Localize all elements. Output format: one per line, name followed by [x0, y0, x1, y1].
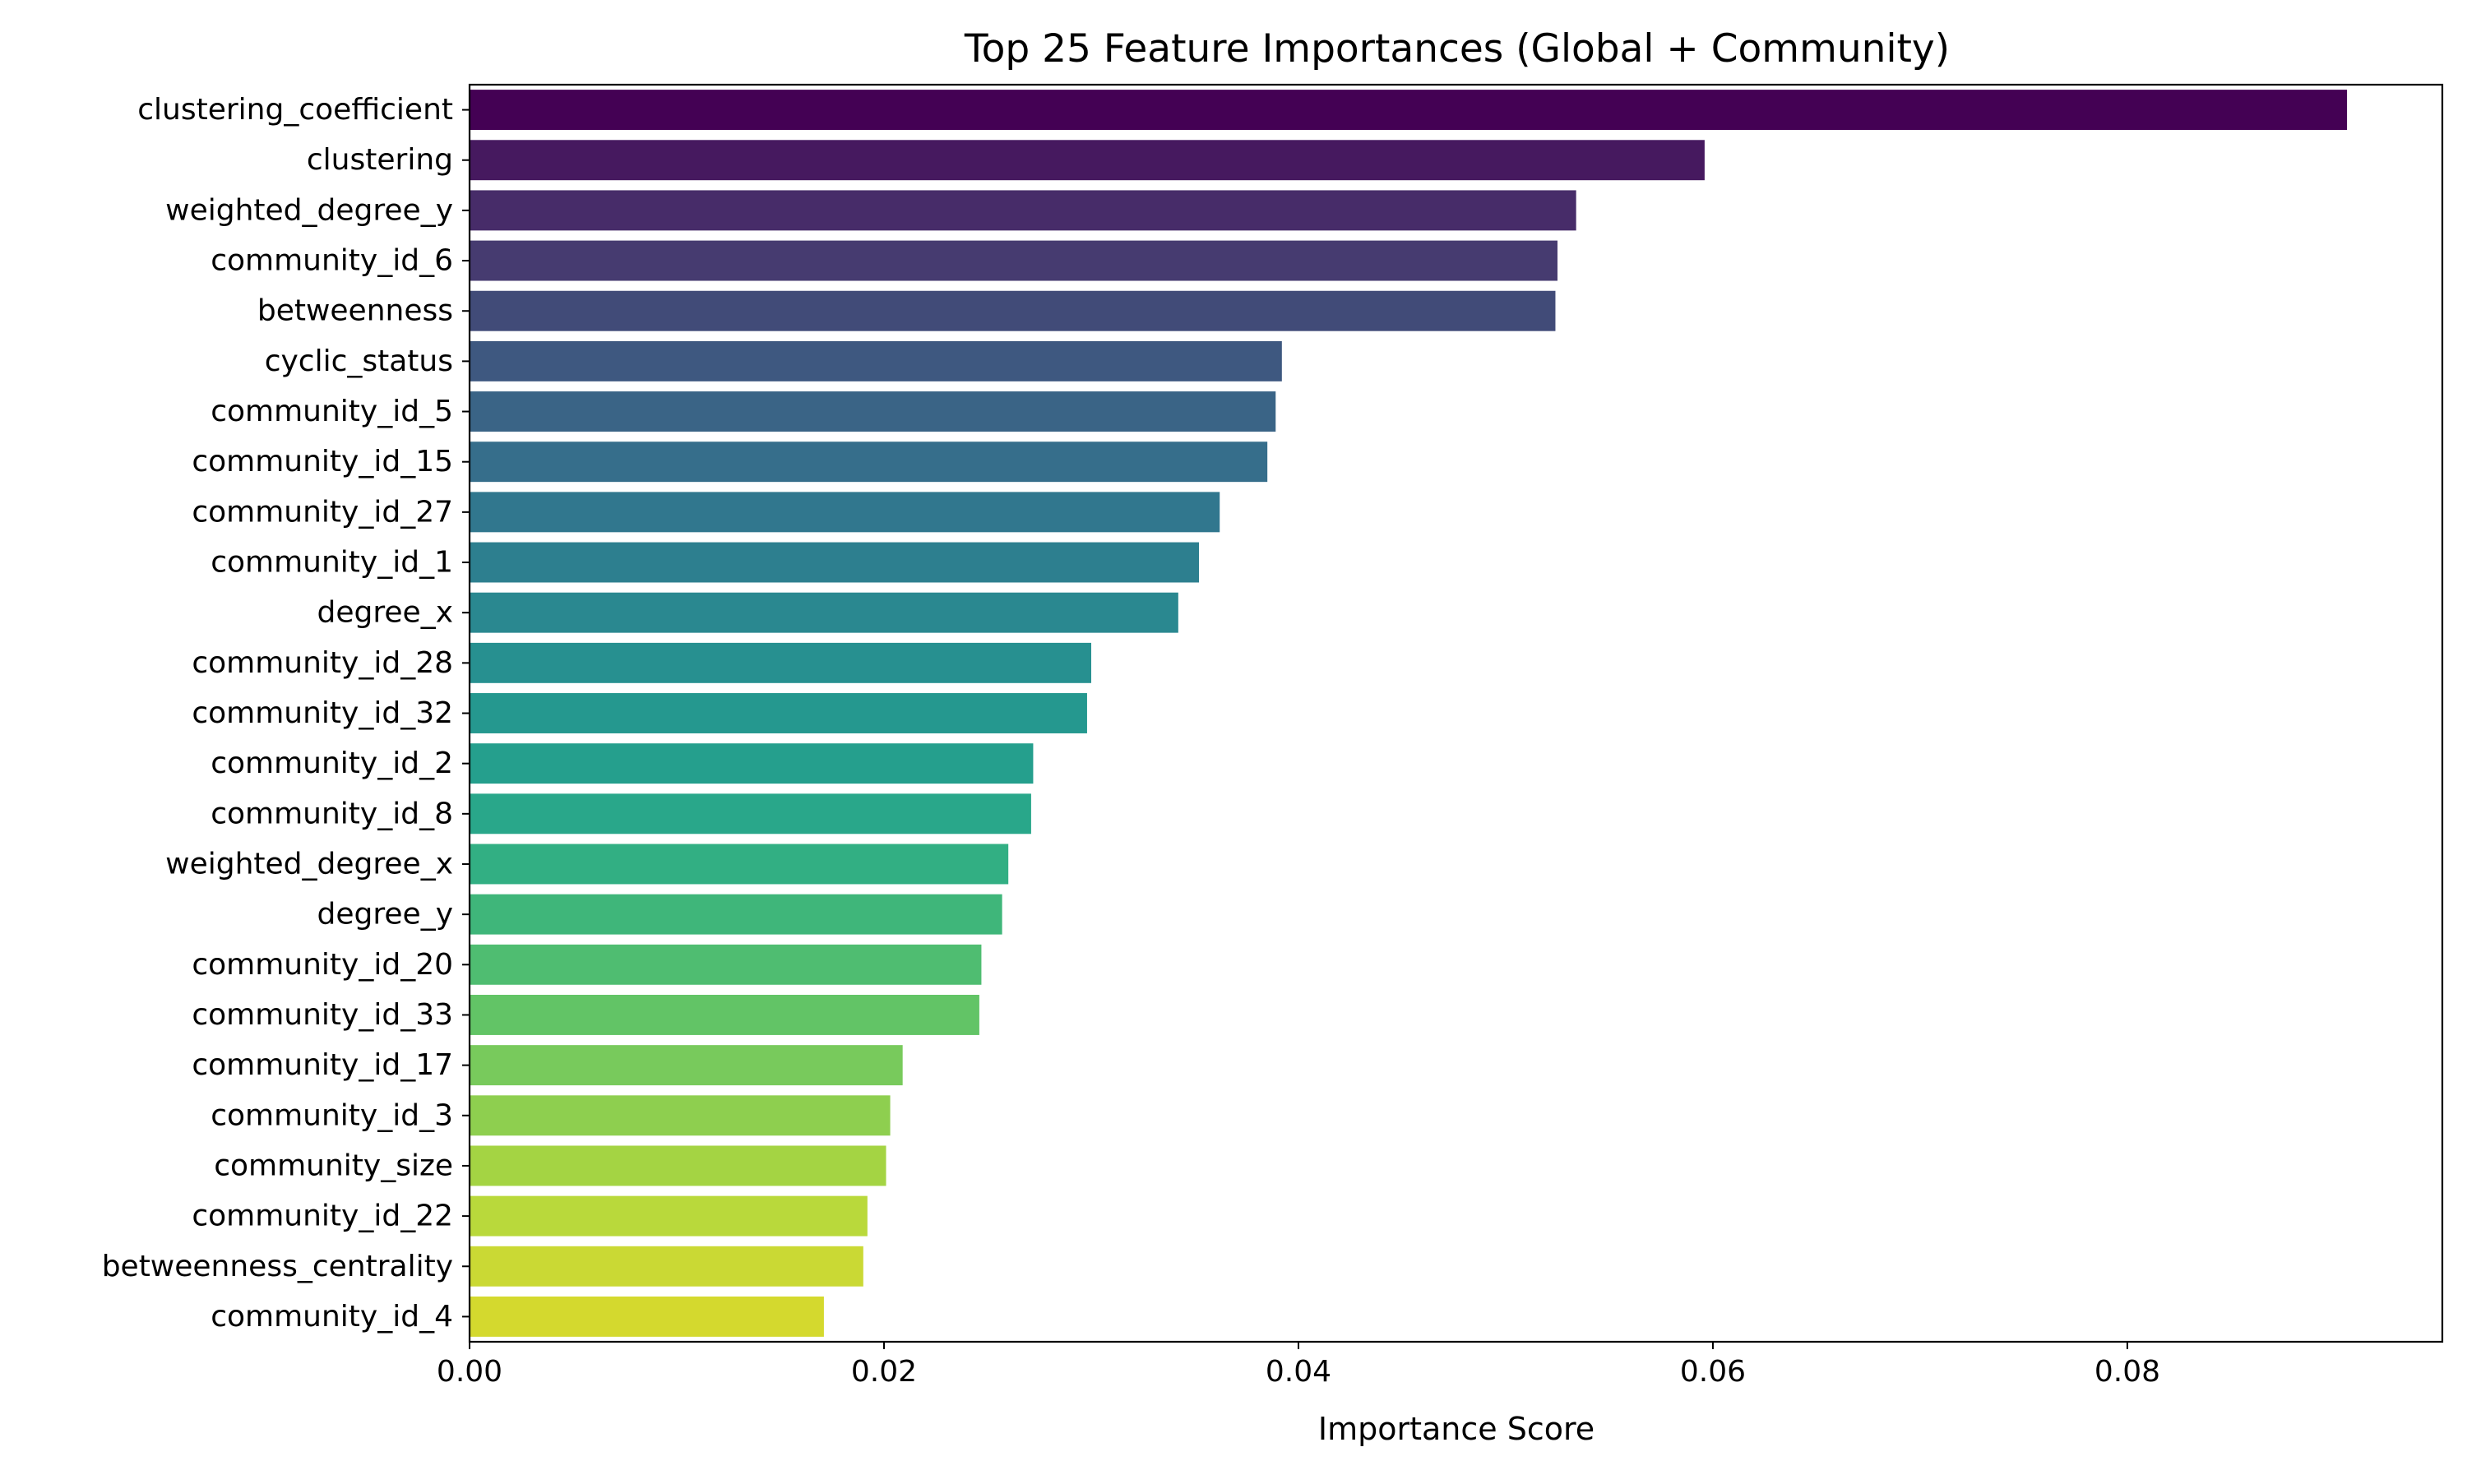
y-tick-label: community_id_22: [192, 1200, 453, 1233]
x-tick-label: 0.04: [1266, 1355, 1331, 1389]
y-tick-label: community_id_20: [192, 948, 453, 982]
x-tick-label: 0.00: [437, 1355, 502, 1389]
y-tick-label: community_id_33: [192, 998, 453, 1032]
y-tick-label: community_id_32: [192, 696, 453, 730]
bar-clustering_coefficient: [470, 90, 2348, 131]
y-tick-label: community_id_4: [211, 1300, 453, 1334]
x-tick-label: 0.06: [1680, 1355, 1746, 1389]
bar-community_size: [470, 1145, 886, 1186]
bars-layer: [470, 90, 2348, 1337]
bar-community_id_17: [470, 1045, 903, 1086]
bar-community_id_22: [470, 1195, 868, 1237]
y-tick-label: community_id_28: [192, 646, 453, 680]
y-tick-label: clustering_coefficient: [137, 93, 453, 127]
bar-clustering: [470, 140, 1705, 181]
y-tick-label: community_id_2: [211, 747, 453, 780]
y-tick-label: degree_x: [317, 596, 453, 630]
y-tick-label: community_id_3: [211, 1098, 453, 1132]
bar-weighted_degree_y: [470, 190, 1576, 231]
bar-weighted_degree_x: [470, 844, 1009, 885]
bar-community_id_28: [470, 642, 1091, 683]
y-tick-label: degree_y: [317, 898, 453, 932]
bar-community_id_4: [470, 1296, 824, 1337]
bar-degree_x: [470, 592, 1178, 633]
bar-community_id_32: [470, 693, 1087, 733]
y-tick-label: weighted_degree_y: [165, 193, 453, 227]
x-tick-label: 0.02: [851, 1355, 917, 1389]
y-tick-label: community_size: [214, 1149, 453, 1182]
y-tick-label: weighted_degree_x: [165, 847, 453, 881]
bar-community_id_27: [470, 492, 1220, 533]
y-tick-label: community_id_17: [192, 1048, 453, 1082]
plot-frame: [468, 83, 2444, 1343]
y-tick-label: community_id_5: [211, 395, 453, 428]
y-tick-label: community_id_6: [211, 244, 453, 278]
bar-community_id_1: [470, 542, 1200, 583]
bar-betweenness_centrality: [470, 1246, 863, 1287]
y-tick-label: betweenness_centrality: [102, 1250, 453, 1283]
bar-cyclic_status: [470, 340, 1282, 381]
chart-title: Top 25 Feature Importances (Global + Com…: [964, 26, 1950, 72]
bar-community_id_15: [470, 442, 1268, 483]
bar-degree_y: [470, 894, 1002, 935]
bar-community_id_2: [470, 743, 1034, 784]
x-tick-label: 0.08: [2094, 1355, 2160, 1389]
bar-community_id_3: [470, 1095, 891, 1136]
y-tick-label: betweenness: [257, 294, 453, 328]
y-tick-label: community_id_1: [211, 546, 453, 580]
bar-community_id_20: [470, 944, 982, 985]
x-axis-label: Importance Score: [1318, 1411, 1595, 1447]
x-axis: 0.00 0.02 0.04 0.06 0.08: [437, 1342, 2160, 1389]
y-tick-label: community_id_15: [192, 445, 453, 478]
y-tick-label: community_id_27: [192, 495, 453, 529]
bar-community_id_8: [470, 793, 1031, 834]
y-tick-label: community_id_8: [211, 797, 453, 830]
y-tick-label: cyclic_status: [265, 344, 453, 378]
bar-community_id_33: [470, 994, 979, 1035]
bar-betweenness: [470, 290, 1556, 331]
y-tick-label: clustering: [307, 143, 453, 177]
y-axis: clustering_coefficient clustering weighted…: [102, 93, 470, 1334]
bar-community_id_6: [470, 240, 1557, 281]
bar-community_id_5: [470, 391, 1276, 432]
